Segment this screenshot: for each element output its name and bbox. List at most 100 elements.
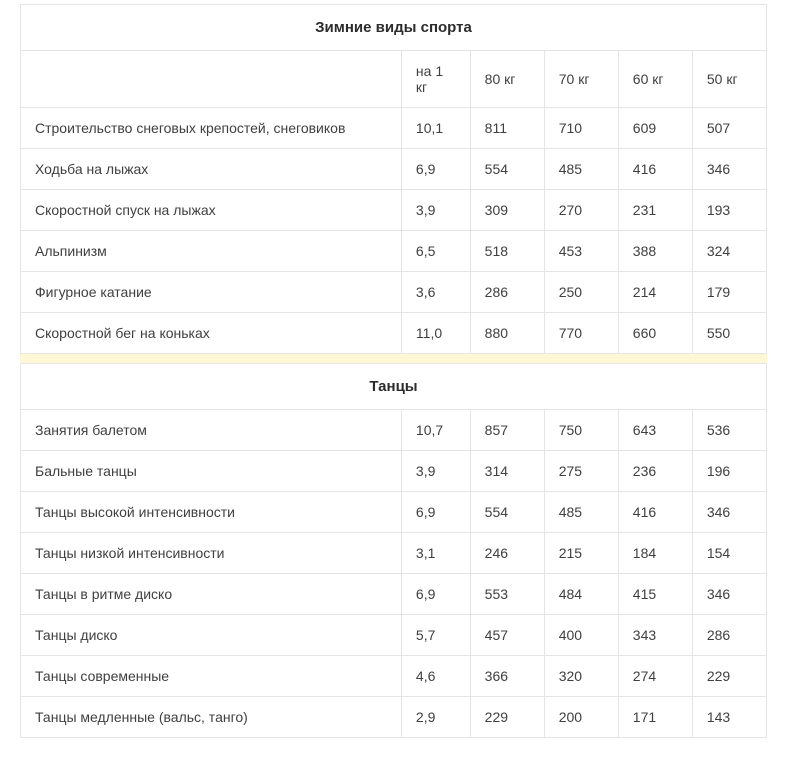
value-cell: 196 — [692, 451, 766, 492]
activity-name: Занятия балетом — [21, 410, 402, 451]
value-cell: 6,9 — [401, 492, 470, 533]
value-cell: 485 — [544, 149, 618, 190]
value-cell: 3,9 — [401, 451, 470, 492]
value-cell: 388 — [618, 231, 692, 272]
value-cell: 236 — [618, 451, 692, 492]
value-cell: 4,6 — [401, 656, 470, 697]
value-cell: 154 — [692, 533, 766, 574]
value-cell: 3,6 — [401, 272, 470, 313]
value-cell: 550 — [692, 313, 766, 354]
value-cell: 10,7 — [401, 410, 470, 451]
table-row: Занятия балетом10,7857750643536 — [21, 410, 767, 451]
table-row: Строительство снеговых крепостей, снегов… — [21, 108, 767, 149]
section-header-row: Зимние виды спорта — [21, 5, 767, 51]
value-cell: 453 — [544, 231, 618, 272]
value-cell: 366 — [470, 656, 544, 697]
table-row: Танцы низкой интенсивности3,124621518415… — [21, 533, 767, 574]
activity-name: Скоростной бег на коньках — [21, 313, 402, 354]
table-row: Танцы в ритме диско6,9553484415346 — [21, 574, 767, 615]
value-cell: 343 — [618, 615, 692, 656]
section-title: Зимние виды спорта — [21, 5, 767, 51]
value-cell: 518 — [470, 231, 544, 272]
column-header: 50 кг — [692, 51, 766, 108]
value-cell: 229 — [470, 697, 544, 738]
column-header — [21, 51, 402, 108]
value-cell: 660 — [618, 313, 692, 354]
activity-name: Ходьба на лыжах — [21, 149, 402, 190]
value-cell: 6,9 — [401, 574, 470, 615]
value-cell: 171 — [618, 697, 692, 738]
value-cell: 416 — [618, 149, 692, 190]
value-cell: 11,0 — [401, 313, 470, 354]
value-cell: 457 — [470, 615, 544, 656]
value-cell: 10,1 — [401, 108, 470, 149]
value-cell: 143 — [692, 697, 766, 738]
activity-name: Альпинизм — [21, 231, 402, 272]
value-cell: 275 — [544, 451, 618, 492]
value-cell: 484 — [544, 574, 618, 615]
value-cell: 415 — [618, 574, 692, 615]
activity-name: Строительство снеговых крепостей, снегов… — [21, 108, 402, 149]
table-row: Бальные танцы3,9314275236196 — [21, 451, 767, 492]
value-cell: 554 — [470, 492, 544, 533]
value-cell: 346 — [692, 574, 766, 615]
value-cell: 857 — [470, 410, 544, 451]
value-cell: 2,9 — [401, 697, 470, 738]
value-cell: 309 — [470, 190, 544, 231]
value-cell: 229 — [692, 656, 766, 697]
column-header: на 1 кг — [401, 51, 470, 108]
activity-name: Танцы диско — [21, 615, 402, 656]
section-title: Танцы — [21, 364, 767, 410]
value-cell: 286 — [470, 272, 544, 313]
column-header: 80 кг — [470, 51, 544, 108]
value-cell: 485 — [544, 492, 618, 533]
value-cell: 609 — [618, 108, 692, 149]
spacer-cell — [21, 354, 767, 364]
value-cell: 400 — [544, 615, 618, 656]
activity-name: Фигурное катание — [21, 272, 402, 313]
value-cell: 6,9 — [401, 149, 470, 190]
activity-name: Танцы низкой интенсивности — [21, 533, 402, 574]
value-cell: 215 — [544, 533, 618, 574]
activity-name: Танцы высокой интенсивности — [21, 492, 402, 533]
value-cell: 6,5 — [401, 231, 470, 272]
activity-name: Танцы медленные (вальс, танго) — [21, 697, 402, 738]
calorie-table-body: Зимние виды спортана 1 кг80 кг70 кг60 кг… — [21, 5, 767, 738]
value-cell: 200 — [544, 697, 618, 738]
value-cell: 324 — [692, 231, 766, 272]
calorie-table: Зимние виды спортана 1 кг80 кг70 кг60 кг… — [20, 4, 767, 738]
value-cell: 553 — [470, 574, 544, 615]
value-cell: 193 — [692, 190, 766, 231]
column-header-row: на 1 кг80 кг70 кг60 кг50 кг — [21, 51, 767, 108]
value-cell: 5,7 — [401, 615, 470, 656]
table-row: Ходьба на лыжах6,9554485416346 — [21, 149, 767, 190]
value-cell: 214 — [618, 272, 692, 313]
value-cell: 880 — [470, 313, 544, 354]
table-row: Танцы высокой интенсивности6,95544854163… — [21, 492, 767, 533]
value-cell: 250 — [544, 272, 618, 313]
column-header: 70 кг — [544, 51, 618, 108]
table-row: Танцы диско5,7457400343286 — [21, 615, 767, 656]
activity-name: Скоростной спуск на лыжах — [21, 190, 402, 231]
calorie-table-container: Зимние виды спортана 1 кг80 кг70 кг60 кг… — [0, 0, 787, 758]
value-cell: 507 — [692, 108, 766, 149]
table-row: Танцы современные4,6366320274229 — [21, 656, 767, 697]
value-cell: 184 — [618, 533, 692, 574]
value-cell: 346 — [692, 492, 766, 533]
value-cell: 286 — [692, 615, 766, 656]
value-cell: 770 — [544, 313, 618, 354]
value-cell: 750 — [544, 410, 618, 451]
table-row: Альпинизм6,5518453388324 — [21, 231, 767, 272]
value-cell: 231 — [618, 190, 692, 231]
value-cell: 3,1 — [401, 533, 470, 574]
activity-name: Бальные танцы — [21, 451, 402, 492]
section-header-row: Танцы — [21, 364, 767, 410]
value-cell: 3,9 — [401, 190, 470, 231]
section-spacer — [21, 354, 767, 364]
value-cell: 710 — [544, 108, 618, 149]
value-cell: 270 — [544, 190, 618, 231]
value-cell: 554 — [470, 149, 544, 190]
value-cell: 811 — [470, 108, 544, 149]
value-cell: 274 — [618, 656, 692, 697]
value-cell: 320 — [544, 656, 618, 697]
